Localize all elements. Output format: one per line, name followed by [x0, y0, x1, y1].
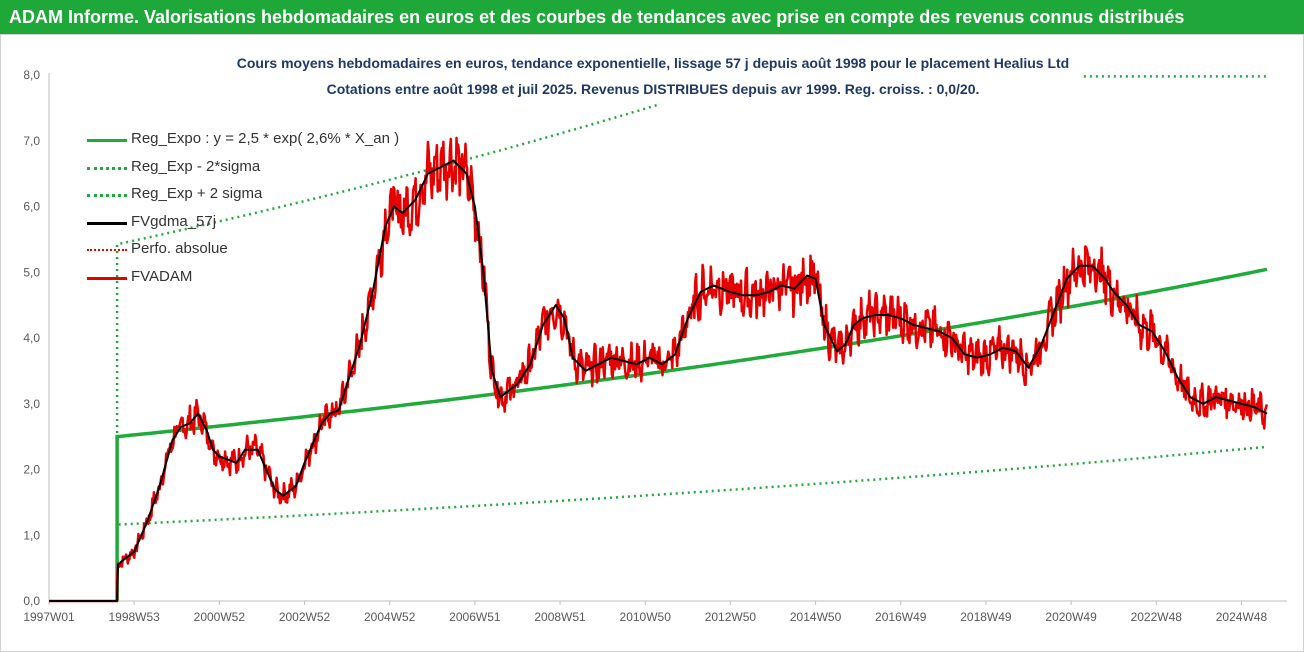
series-lines: [49, 75, 1269, 603]
legend-swatch: [87, 276, 127, 280]
legend-swatch: [87, 139, 127, 142]
y-tick-label: 7,0: [23, 134, 40, 148]
y-tick-label: 5,0: [23, 265, 40, 279]
y-tick-label: 0,0: [23, 594, 40, 608]
series-fvadam-line: [49, 136, 1269, 603]
y-tick-label: 1,0: [23, 528, 40, 542]
legend-label: Perfo. absolue: [131, 240, 228, 257]
legend-label: Reg_Exp - 2*sigma: [131, 157, 261, 175]
legend-swatch: [87, 166, 127, 170]
y-tick-label: 6,0: [23, 200, 40, 214]
legend-label: Reg_Exp + 2 sigma: [131, 185, 263, 202]
series-reg-expo-line: [115, 267, 1268, 601]
chart-svg: 0,0 1,0 2,0 3,0 4,0 5,0 6,0 7,0 8,0 1997W01 1998W5…: [23, 68, 1287, 624]
axes: 0,0 1,0 2,0 3,0 4,0 5,0 6,0 7,0 8,0 1997W01 1998W5…: [23, 68, 1287, 624]
x-tick-label: 2004W52: [364, 610, 416, 624]
chart-title-line1: Cours moyens hebdomadaires en euros, ten…: [236, 55, 1070, 71]
x-tick-label: 2018W49: [960, 610, 1012, 624]
x-tick-label: 2006W51: [449, 610, 501, 624]
x-tick-label: 2016W49: [875, 610, 927, 624]
x-tick-label: 1998W53: [108, 610, 160, 624]
legend-label: Reg_Expo : y = 2,5 * exp( 2,6% * X_an ): [131, 130, 400, 147]
report-banner: ADAM Informe. Valorisations hebdomadaire…: [0, 0, 1304, 34]
x-tick-label: 2020W49: [1045, 610, 1097, 624]
x-tick-label: 2010W50: [620, 610, 672, 624]
legend-label: FVgdma_57j: [131, 212, 217, 230]
series-reg-plus-2sigma-line: [115, 103, 659, 601]
y-tick-label: 4,0: [23, 331, 40, 345]
x-tick-label: 1997W01: [23, 610, 75, 624]
series-reg-minus-2sigma-line: [115, 445, 1268, 601]
legend-swatch: [87, 194, 127, 197]
chart-title-line2: Cotations entre août 1998 et juil 2025. …: [326, 81, 980, 97]
y-tick-label: 3,0: [23, 397, 40, 411]
legend-swatch: [87, 221, 127, 225]
legend-label: FVADAM: [131, 267, 193, 285]
x-tick-label: 2012W50: [705, 610, 757, 624]
chart-area: 0,0 1,0 2,0 3,0 4,0 5,0 6,0 7,0 8,0 1997W01 1998W5…: [0, 34, 1304, 652]
series-fvgdma-57j-line: [49, 159, 1268, 602]
x-tick-label: 2022W48: [1131, 610, 1183, 624]
legend-swatch: [87, 249, 127, 251]
x-tick-label: 2008W51: [534, 610, 586, 624]
x-tick-label: 2024W48: [1216, 610, 1268, 624]
y-tick-label: 2,0: [23, 463, 40, 477]
x-tick-label: 2014W50: [790, 610, 842, 624]
x-tick-label: 2000W52: [194, 610, 246, 624]
x-tick-label: 2002W52: [279, 610, 331, 624]
report-title: ADAM Informe. Valorisations hebdomadaire…: [9, 7, 1185, 27]
y-tick-label: 8,0: [23, 68, 40, 82]
